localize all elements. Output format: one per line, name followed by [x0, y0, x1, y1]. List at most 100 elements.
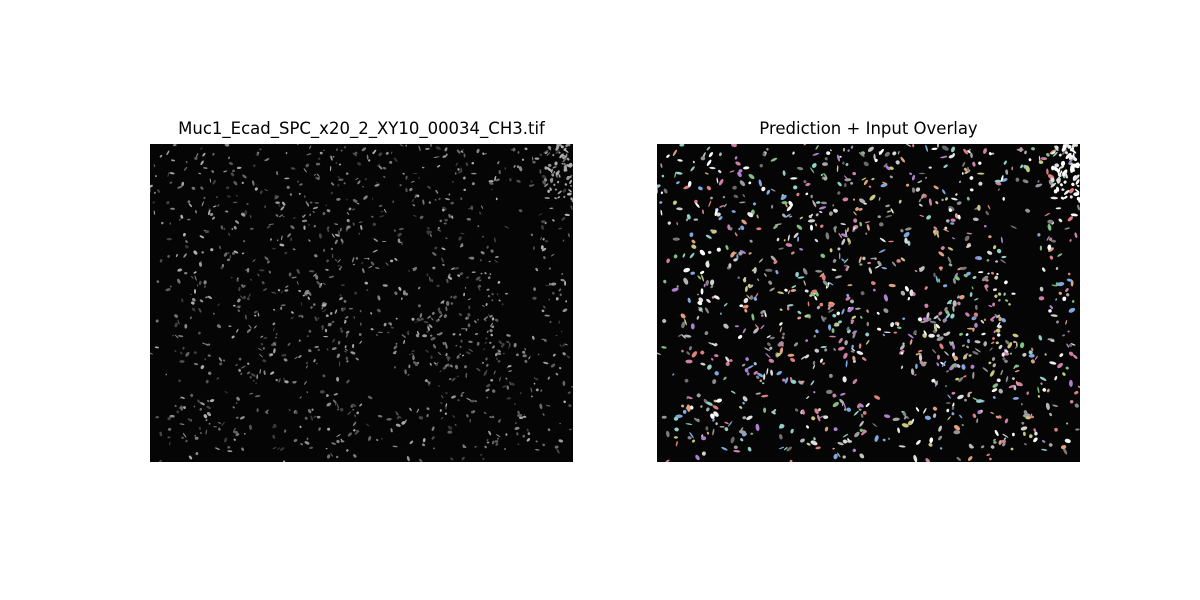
nucleus: [400, 297, 403, 300]
nucleus: [890, 208, 894, 214]
nucleus: [933, 325, 938, 332]
nucleus: [283, 377, 286, 382]
nucleus: [883, 331, 891, 334]
nucleus: [973, 314, 977, 319]
nucleus: [292, 248, 296, 251]
nucleus: [327, 427, 331, 431]
nucleus: [250, 373, 256, 377]
nucleus: [1041, 267, 1046, 272]
nucleus: [663, 279, 667, 284]
nucleus: [313, 359, 316, 363]
nucleus: [485, 370, 488, 372]
nucleus: [217, 303, 220, 306]
nucleus: [747, 446, 752, 452]
nucleus: [165, 288, 171, 292]
nucleus: [696, 315, 700, 320]
nucleus: [687, 180, 692, 188]
nucleus: [174, 314, 178, 318]
nucleus: [450, 295, 453, 299]
nucleus: [993, 441, 997, 444]
nucleus: [308, 291, 312, 296]
nucleus: [998, 316, 1002, 322]
nucleus: [309, 201, 313, 204]
nucleus: [360, 262, 364, 264]
nucleus: [397, 232, 402, 237]
nucleus: [183, 166, 188, 171]
nucleus: [393, 229, 397, 232]
nucleus: [1049, 361, 1057, 365]
nucleus: [698, 297, 704, 303]
nucleus: [281, 354, 287, 357]
nucleus: [909, 289, 914, 297]
nucleus: [312, 206, 319, 210]
nucleus: [682, 253, 686, 258]
nucleus: [393, 157, 398, 162]
nucleus: [883, 163, 888, 168]
nucleus: [985, 279, 989, 282]
nucleus: [448, 193, 451, 196]
nucleus: [748, 173, 755, 180]
nucleus: [259, 368, 262, 374]
nucleus: [262, 359, 267, 363]
nucleus: [878, 196, 881, 201]
nucleus: [813, 437, 816, 441]
nucleus: [278, 378, 281, 383]
nucleus: [1056, 282, 1065, 287]
nucleus: [195, 452, 199, 456]
nucleus: [790, 357, 796, 362]
nucleus: [425, 349, 429, 353]
nucleus: [1054, 163, 1060, 168]
nucleus: [727, 224, 731, 231]
nucleus: [407, 374, 410, 376]
nucleus: [725, 245, 729, 250]
nucleus: [485, 388, 490, 392]
nucleus: [561, 273, 564, 275]
nucleus: [258, 353, 264, 358]
nucleus: [974, 348, 981, 353]
nucleus: [413, 361, 416, 364]
input-image: [150, 144, 573, 462]
nucleus: [742, 401, 745, 405]
nucleus: [925, 176, 928, 179]
nucleus: [345, 356, 349, 361]
nucleus: [998, 415, 1002, 419]
nucleus: [944, 331, 951, 336]
nucleus: [739, 250, 747, 254]
nucleus: [848, 241, 851, 246]
nucleus: [325, 268, 329, 271]
nucleus: [170, 159, 176, 162]
nucleus: [753, 267, 757, 274]
nucleus: [996, 272, 999, 276]
nucleus: [505, 292, 508, 295]
nucleus: [742, 328, 746, 334]
nucleus: [1058, 153, 1062, 157]
nucleus: [257, 273, 260, 277]
nucleus: [264, 411, 269, 414]
nucleus: [315, 362, 318, 365]
nucleus: [1046, 388, 1050, 393]
nucleus: [689, 252, 695, 259]
nucleus: [306, 335, 309, 338]
nucleus: [992, 396, 996, 399]
nucleus: [989, 347, 993, 351]
nucleus: [744, 368, 749, 373]
nucleus: [944, 306, 948, 312]
nucleus: [802, 268, 808, 275]
nucleus: [341, 284, 345, 286]
nucleus: [850, 320, 854, 325]
nucleus: [730, 227, 733, 231]
nucleus: [217, 204, 220, 207]
nucleus: [698, 307, 703, 312]
nucleus: [275, 378, 278, 382]
nucleus: [961, 364, 966, 370]
nucleus: [451, 267, 455, 270]
nucleus: [780, 194, 787, 200]
nucleus: [1022, 179, 1029, 184]
nucleus: [922, 317, 929, 322]
nucleus: [1034, 355, 1038, 360]
nucleus: [1037, 233, 1041, 237]
nucleus: [451, 395, 456, 399]
nucleus: [419, 458, 423, 462]
nucleus: [684, 318, 687, 326]
nucleus: [183, 253, 187, 258]
